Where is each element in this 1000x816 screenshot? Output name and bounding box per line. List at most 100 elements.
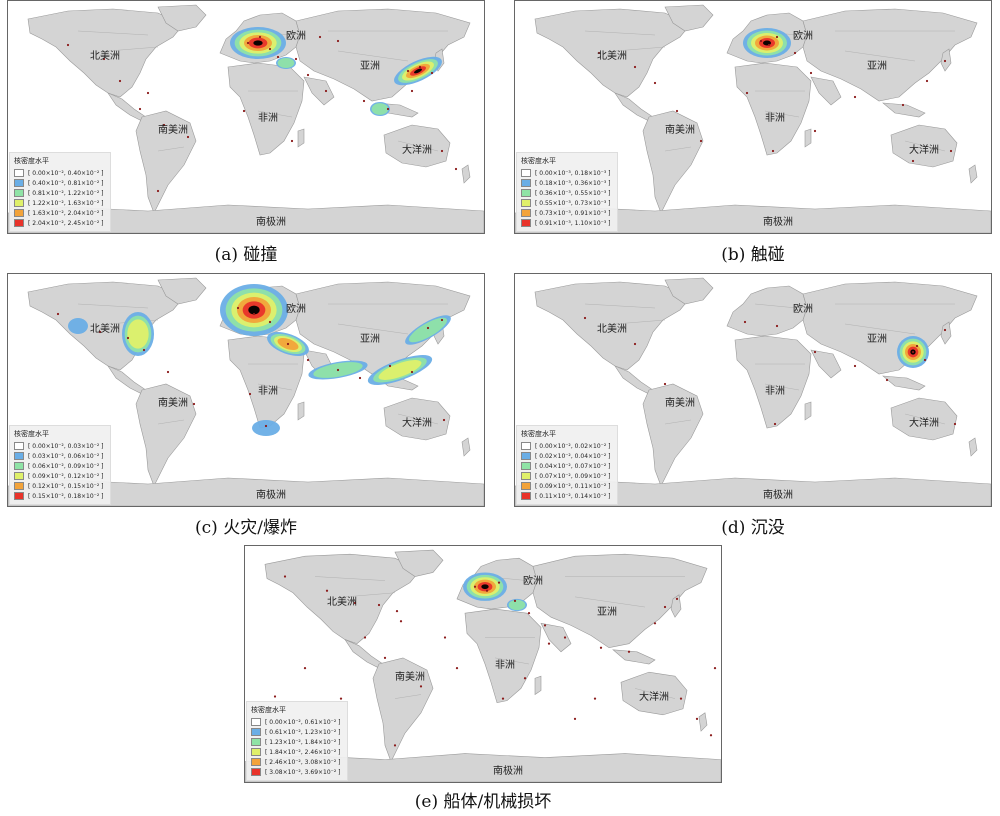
density-contour	[481, 584, 489, 590]
landmass	[534, 281, 691, 371]
legend-item: [ 1.22×10⁻², 1.63×10⁻² ]	[14, 198, 104, 208]
incident-point	[393, 744, 397, 747]
legend-item: [ 0.73×10⁻³, 0.91×10⁻³ ]	[521, 208, 611, 218]
incident-point	[66, 43, 70, 47]
incident-point	[410, 89, 414, 93]
incident-point	[286, 342, 290, 346]
landmass	[264, 553, 421, 644]
incident-point	[377, 603, 381, 607]
map-frame: 北美洲 南美洲 欧洲 亚洲 非洲 大洋洲 南极洲 核密度水平 [ 0.00×10⁻², 0.61…	[244, 545, 722, 783]
landmass	[344, 638, 384, 669]
legend-item: [ 0.06×10⁻², 0.09×10⁻² ]	[14, 461, 104, 471]
legend-item: [ 0.40×10⁻², 0.81×10⁻² ]	[14, 178, 104, 188]
landmass	[614, 92, 654, 122]
continent-label-antarctica: 南极洲	[256, 217, 286, 228]
density-contour	[371, 103, 389, 115]
incident-point	[943, 59, 947, 63]
continent-label-south-america: 南美洲	[665, 398, 695, 409]
density-contour	[408, 317, 448, 343]
continent-label-oceania: 大洋洲	[909, 145, 939, 156]
incident-point	[442, 418, 446, 422]
continent-label-europe: 欧洲	[286, 31, 306, 42]
border-line	[344, 592, 396, 598]
landmass	[734, 335, 812, 429]
incident-point	[426, 326, 430, 330]
incident-points	[583, 316, 957, 426]
density-contour	[127, 319, 149, 349]
legend-item: [ 1.84×10⁻², 2.46×10⁻² ]	[251, 747, 341, 757]
landmass	[810, 76, 842, 106]
landmass	[698, 712, 708, 732]
legend-swatch	[14, 482, 24, 490]
landmass	[804, 128, 812, 148]
incident-point	[663, 382, 667, 386]
landmass	[135, 383, 197, 487]
legend-title: 核密度水平	[521, 157, 556, 165]
border-line	[764, 383, 800, 391]
incident-point	[339, 697, 343, 700]
border-line	[157, 419, 185, 425]
continent-label-asia: 亚洲	[360, 61, 380, 72]
incident-point	[523, 677, 527, 680]
legend-swatch	[521, 169, 531, 177]
incident-point	[885, 378, 889, 382]
border-line	[844, 50, 916, 62]
landmass	[383, 124, 451, 168]
legend-swatch	[14, 169, 24, 177]
incident-point	[242, 109, 246, 113]
panel-caption: (a) 碰撞	[214, 245, 278, 265]
incident-point	[949, 149, 953, 153]
legend-item: [ 0.00×10⁻², 0.03×10⁻² ]	[14, 441, 104, 451]
landmass	[461, 437, 471, 457]
map-frame: 北美洲 南美洲 欧洲 亚洲 非洲 大洋洲 南极洲 核密度水平 [ 0.00×10⁻³, 0.18…	[514, 0, 992, 234]
incident-point	[358, 376, 362, 380]
landmass	[107, 92, 147, 122]
landmass	[227, 62, 305, 156]
incident-point	[923, 358, 927, 362]
landmass	[810, 349, 842, 379]
incident-point	[324, 89, 328, 93]
map-legend: 核密度水平 [ 0.00×10⁻², 0.61×10⁻² ] [ 0.61×10⁻²…	[246, 701, 348, 781]
landmass	[614, 365, 654, 395]
continent-label-asia: 亚洲	[867, 61, 887, 72]
legend-swatch	[14, 472, 24, 480]
border-line	[574, 596, 646, 608]
landmass	[890, 124, 958, 168]
incident-points	[597, 35, 953, 163]
incident-point	[713, 666, 717, 670]
continent-label-africa: 非洲	[765, 386, 785, 397]
legend-range-label: [ 0.03×10⁻², 0.06×10⁻² ]	[28, 452, 104, 460]
continent-label-south-america: 南美洲	[158, 398, 188, 409]
density-layer	[230, 27, 442, 116]
continent-label-africa: 非洲	[258, 386, 278, 397]
incident-point	[653, 81, 657, 85]
continent-label-north-america: 北美洲	[327, 596, 357, 608]
legend-swatch	[14, 189, 24, 197]
incident-point	[306, 358, 310, 362]
continent-label-oceania: 大洋洲	[909, 418, 939, 429]
border-line	[494, 657, 530, 665]
incident-point	[258, 35, 262, 39]
incident-point	[485, 589, 489, 592]
panel-caption: (c) 火灾/爆炸	[195, 518, 297, 538]
legend-item: [ 0.91×10⁻³, 1.10×10⁻³ ]	[521, 218, 611, 228]
incident-point	[473, 585, 477, 588]
landmass	[461, 164, 471, 184]
legend-item: [ 2.46×10⁻², 3.08×10⁻² ]	[251, 757, 341, 767]
legend-swatch	[521, 199, 531, 207]
incident-point	[953, 422, 957, 426]
density-contour	[414, 68, 422, 74]
landmass	[940, 48, 952, 72]
incident-point	[633, 342, 637, 346]
border-line	[844, 323, 916, 335]
continent-label-asia: 亚洲	[360, 334, 380, 345]
incident-point	[915, 344, 919, 348]
landmass	[532, 553, 708, 649]
incident-point	[455, 666, 459, 670]
legend-range-label: [ 0.09×10⁻², 0.12×10⁻² ]	[28, 472, 104, 480]
incident-point	[440, 149, 444, 153]
legend-swatch	[521, 442, 531, 450]
legend-swatch	[251, 758, 261, 766]
landmass	[534, 8, 691, 98]
map-legend: 核密度水平 [ 0.00×10⁻², 0.03×10⁻² ] [ 0.03×10⁻²…	[9, 425, 111, 505]
